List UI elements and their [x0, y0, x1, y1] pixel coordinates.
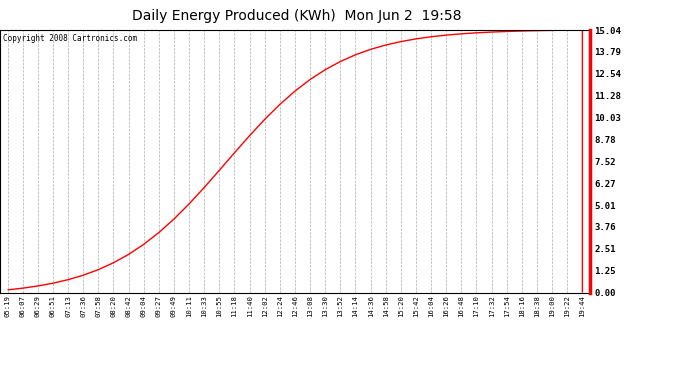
Text: Daily Energy Produced (KWh)  Mon Jun 2  19:58: Daily Energy Produced (KWh) Mon Jun 2 19…: [132, 9, 462, 23]
Text: Copyright 2008 Cartronics.com: Copyright 2008 Cartronics.com: [3, 34, 137, 43]
